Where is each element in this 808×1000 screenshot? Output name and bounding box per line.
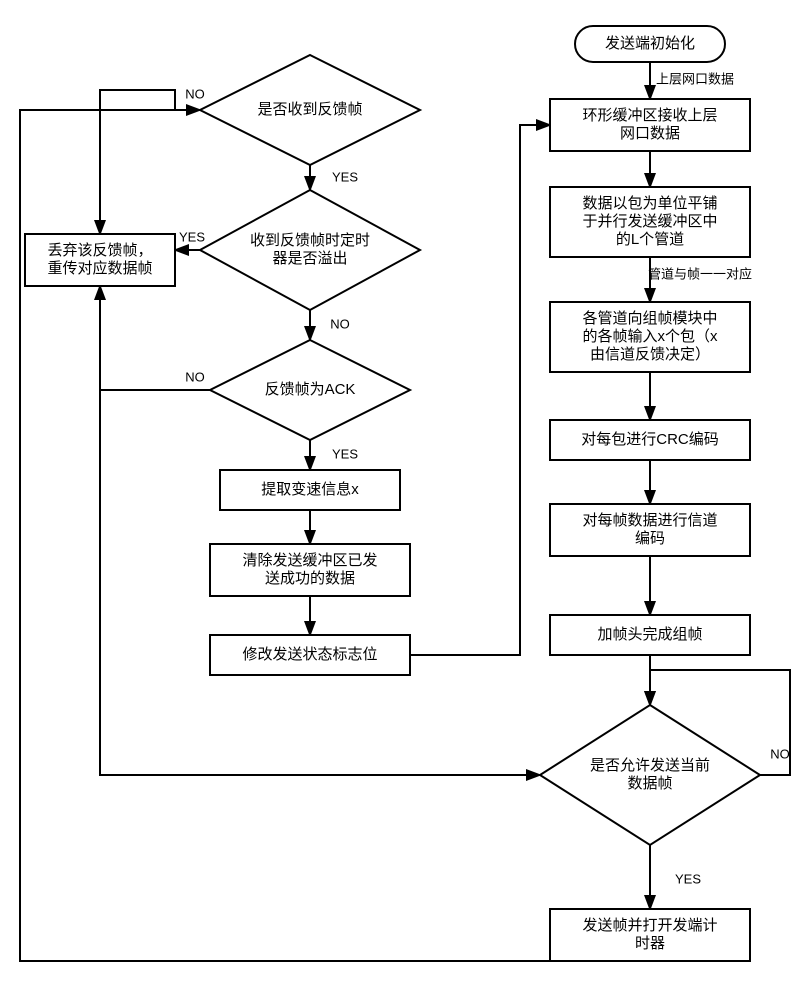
svg-text:由信道反馈决定）: 由信道反馈决定）: [590, 346, 710, 363]
svg-text:提取变速信息x: 提取变速信息x: [261, 481, 359, 498]
svg-text:清除发送缓冲区已发: 清除发送缓冲区已发: [242, 552, 377, 569]
svg-text:送成功的数据: 送成功的数据: [265, 570, 355, 587]
svg-text:于并行发送缓冲区中: 于并行发送缓冲区中: [582, 213, 717, 230]
svg-text:对每包进行CRC编码: 对每包进行CRC编码: [581, 431, 719, 448]
svg-text:收到反馈帧时定时: 收到反馈帧时定时: [250, 232, 370, 249]
svg-text:NO: NO: [185, 86, 205, 101]
svg-text:NO: NO: [770, 746, 790, 761]
svg-text:发送帧并打开发端计: 发送帧并打开发端计: [582, 917, 717, 934]
svg-text:的L个管道: 的L个管道: [616, 231, 684, 248]
svg-text:管道与帧一一对应: 管道与帧一一对应: [648, 266, 752, 281]
svg-text:时器: 时器: [635, 935, 665, 952]
svg-text:YES: YES: [332, 169, 358, 184]
svg-text:反馈帧为ACK: 反馈帧为ACK: [265, 381, 356, 398]
svg-text:网口数据: 网口数据: [620, 125, 680, 142]
svg-text:发送端初始化: 发送端初始化: [605, 35, 695, 52]
svg-text:是否收到反馈帧: 是否收到反馈帧: [257, 101, 362, 118]
svg-text:对每帧数据进行信道: 对每帧数据进行信道: [582, 512, 717, 529]
svg-text:的各帧输入x个包（x: 的各帧输入x个包（x: [582, 328, 718, 345]
svg-text:数据以包为单位平铺: 数据以包为单位平铺: [582, 195, 717, 212]
svg-text:编码: 编码: [635, 530, 665, 547]
svg-text:器是否溢出: 器是否溢出: [272, 250, 347, 267]
svg-text:NO: NO: [185, 369, 205, 384]
svg-text:YES: YES: [179, 229, 205, 244]
svg-text:YES: YES: [332, 446, 358, 461]
svg-text:重传对应数据帧: 重传对应数据帧: [47, 259, 152, 277]
svg-text:是否允许发送当前: 是否允许发送当前: [590, 757, 710, 774]
svg-text:加帧头完成组帧: 加帧头完成组帧: [597, 626, 702, 643]
flowchart-canvas: YES NO YES NO YES YES NO NO 发送端初始化上层网口数据环形缓冲区接收上…: [0, 0, 808, 1000]
svg-text:NO: NO: [330, 316, 350, 331]
svg-text:各管道向组帧模块中: 各管道向组帧模块中: [582, 310, 717, 327]
svg-text:上层网口数据: 上层网口数据: [656, 71, 734, 86]
svg-text:YES: YES: [675, 871, 701, 886]
svg-text:丢弃该反馈帧，: 丢弃该反馈帧，: [47, 242, 152, 259]
svg-text:修改发送状态标志位: 修改发送状态标志位: [242, 646, 377, 663]
svg-text:环形缓冲区接收上层: 环形缓冲区接收上层: [582, 107, 717, 124]
svg-text:数据帧: 数据帧: [627, 775, 672, 792]
